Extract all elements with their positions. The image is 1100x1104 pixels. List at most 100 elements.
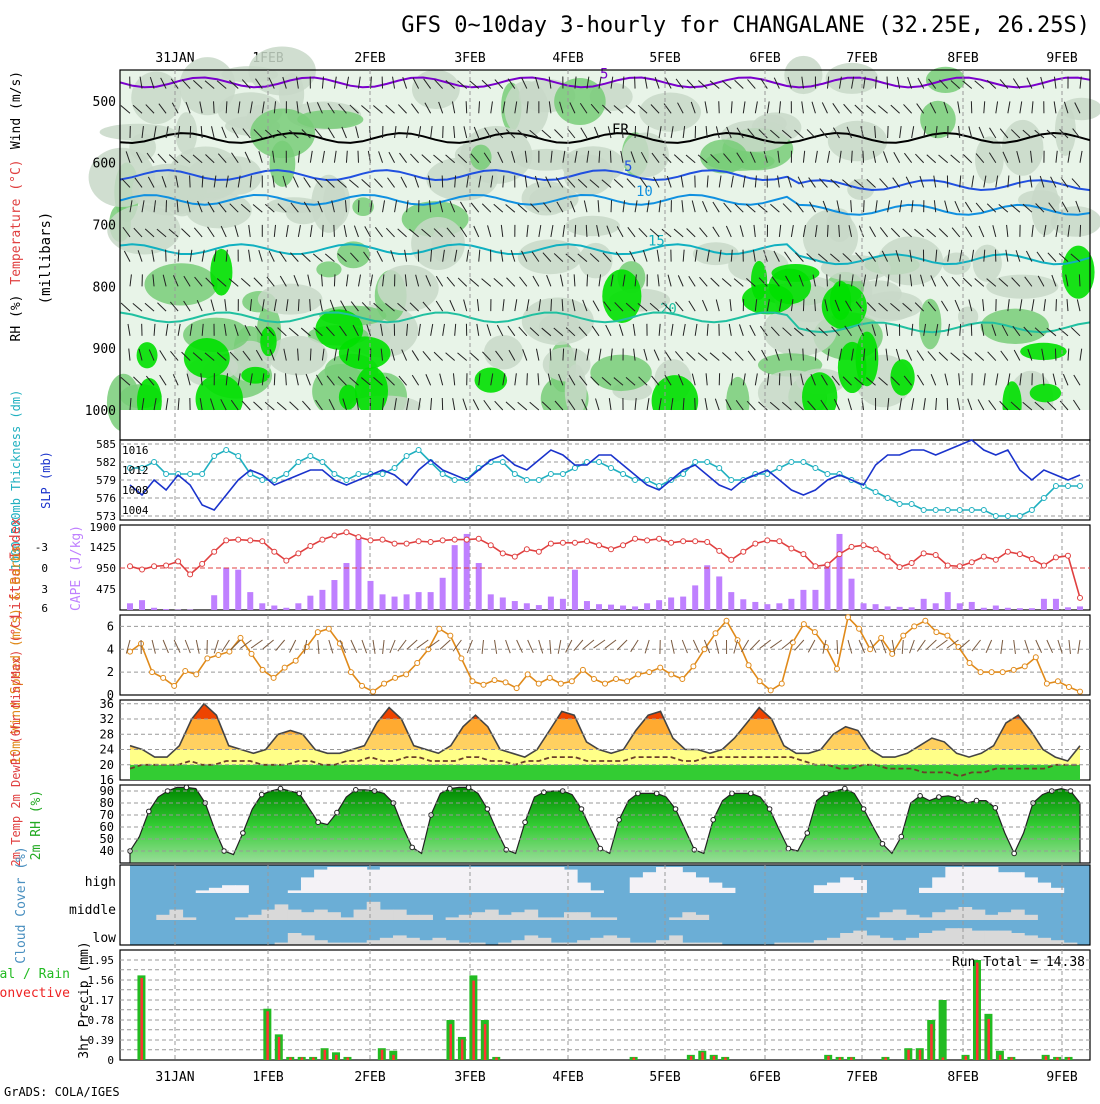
cloud-cell <box>564 870 578 893</box>
cloud-cell <box>551 917 565 920</box>
rh-saturated-patch <box>339 385 358 410</box>
surface-wind-barb <box>760 640 771 649</box>
wind-speed-series-point <box>194 672 199 677</box>
precip-convective-bar <box>690 1056 693 1060</box>
precip-convective-bar <box>827 1056 830 1060</box>
rh-point <box>824 791 829 796</box>
lifted-index-series-point <box>368 538 373 543</box>
precip-convective-bar <box>965 1056 968 1060</box>
surface-wind-barb <box>318 640 319 654</box>
cape-bar <box>897 607 903 610</box>
cape-bar <box>259 603 265 610</box>
lifted-index-series-point <box>825 562 830 567</box>
wind-speed-series-point <box>934 630 939 635</box>
wind-barb <box>839 274 840 286</box>
cape-tick: 1425 <box>90 541 117 554</box>
rh-point <box>880 842 885 847</box>
rh-point <box>899 834 904 839</box>
rh-point <box>278 786 283 791</box>
rh-point <box>598 846 603 851</box>
lifted-index-series-point <box>1053 555 1058 560</box>
cloud-cell <box>564 912 578 920</box>
surface-wind-barb <box>251 640 262 648</box>
lifted-index-series-point <box>404 541 409 546</box>
wind-speed-series-point <box>680 677 685 682</box>
precip-convective-bar <box>1056 1057 1059 1060</box>
cape-bar <box>1053 599 1059 610</box>
cape-tick: 1900 <box>90 521 117 534</box>
cloud-cell <box>525 867 539 893</box>
cape-bar <box>981 608 987 610</box>
cloud-cell <box>603 917 617 920</box>
rh-saturated-patch <box>890 359 914 395</box>
rh-patch <box>144 263 217 305</box>
cape-bar <box>836 534 842 610</box>
wind-speed-series-point <box>768 688 773 693</box>
wind-speed-series-point <box>1055 679 1060 684</box>
rh-point <box>730 791 735 796</box>
precip-convective-bar <box>449 1024 452 1060</box>
cloud-cell <box>288 933 302 945</box>
surface-wind-barb <box>1014 640 1016 654</box>
cloud-cell <box>327 912 341 920</box>
lifted-index-series-point <box>548 541 553 546</box>
wind-speed-series-point <box>967 661 972 666</box>
cape-bar <box>404 594 410 610</box>
wind-tick: 6 <box>107 619 114 633</box>
rh-patch <box>484 335 523 369</box>
surface-wind-barb <box>440 640 450 649</box>
lifted-index-series-point <box>416 539 421 544</box>
precip-convective-bar <box>999 1055 1002 1060</box>
lifted-index-series-point <box>164 563 169 568</box>
axis-label-rh: RH (%) <box>9 295 24 342</box>
precip-legend-rain: tal / Rain <box>0 967 70 982</box>
cape-bar <box>692 585 698 610</box>
surface-wind-barb <box>741 640 748 652</box>
wind-speed-series-point <box>503 680 508 685</box>
run-total-label: Run Total = 14.38 <box>952 955 1085 970</box>
rh-point <box>184 785 189 790</box>
rh-saturated-patch <box>602 269 641 323</box>
wind-speed-series-point <box>326 626 331 631</box>
cloud-cell <box>511 912 525 920</box>
wind-speed-series-point <box>702 647 707 652</box>
precip-convective-bar <box>724 1057 727 1060</box>
cape-bar <box>464 534 470 610</box>
wind-speed-series-point <box>216 653 221 658</box>
surface-wind-barb <box>506 640 511 653</box>
thickness-series-point <box>1005 514 1010 519</box>
cloud-cell <box>314 940 328 945</box>
lifted-index-series-point <box>560 540 565 545</box>
cloud-cell <box>906 915 920 920</box>
surface-wind-barb <box>362 640 367 653</box>
wind-speed-series-point <box>558 681 563 686</box>
rh-point <box>786 846 791 851</box>
cloud-cell <box>183 917 197 920</box>
cloud-cell <box>301 935 315 945</box>
wind-speed-series-point <box>249 651 254 656</box>
date-label-bottom: 6FEB <box>749 1070 780 1085</box>
date-label-bottom: 7FEB <box>846 1070 877 1085</box>
date-label-bottom: 4FEB <box>552 1070 583 1085</box>
thickness-series-point <box>200 472 205 477</box>
cape-bar <box>1065 607 1071 610</box>
cape-bar <box>235 570 241 610</box>
axis-label-millibars: (millibars) <box>38 212 54 305</box>
cape-bar <box>644 603 650 610</box>
cloud-cell <box>419 867 433 893</box>
precip-convective-bar <box>907 1050 910 1060</box>
cloud-cell <box>354 910 368 920</box>
surface-wind-barb <box>936 640 947 648</box>
rh-tick: 50 <box>100 832 114 846</box>
wind-speed-series-point <box>1033 655 1038 660</box>
isotherm-label: 20 <box>660 301 677 317</box>
wind-barb <box>527 373 528 385</box>
rh-point <box>466 785 471 790</box>
cloud-cell <box>630 877 644 893</box>
cloud-cell <box>419 940 433 945</box>
axis-label-rh-2m: 2m RH (%) <box>29 790 44 860</box>
wind-speed-series-point <box>1022 664 1027 669</box>
rh-patch <box>1055 105 1076 156</box>
lifted-index-series-point <box>897 565 902 570</box>
